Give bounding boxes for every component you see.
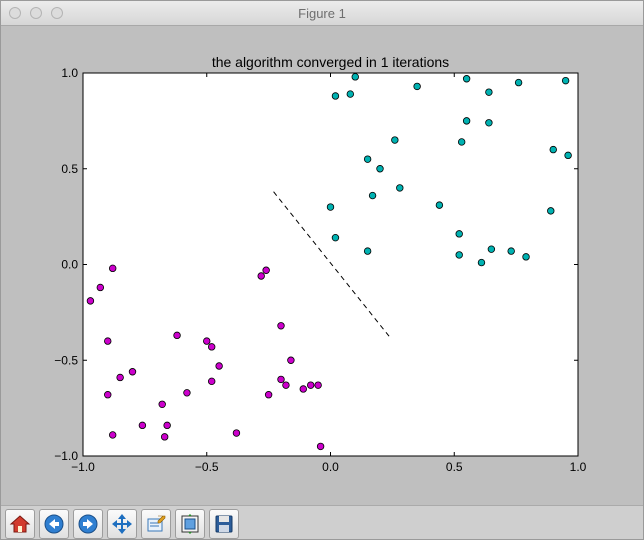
back-button[interactable] <box>39 509 69 539</box>
window-title: Figure 1 <box>298 6 346 21</box>
scatter-point-cluster-1 <box>86 297 95 305</box>
scatter-point-cluster-1 <box>163 421 171 430</box>
scatter-point-cluster-2 <box>413 82 421 91</box>
scatter-point-cluster-2 <box>522 253 530 261</box>
scatter-point-cluster-2 <box>485 119 493 127</box>
scatter-point-cluster-1 <box>264 391 273 399</box>
scatter-point-cluster-2 <box>455 230 463 238</box>
scatter-point-cluster-2 <box>351 73 359 81</box>
scatter-point-cluster-2 <box>455 251 463 259</box>
scatter-point-cluster-1 <box>160 433 169 441</box>
zoom-button[interactable] <box>141 509 171 539</box>
title-bar[interactable]: Figure 1 <box>1 1 643 26</box>
scatter-point-cluster-1 <box>287 356 295 364</box>
scatter-point-cluster-2 <box>477 258 486 267</box>
x-tick-label: 0.5 <box>446 460 463 474</box>
scatter-point-cluster-2 <box>485 88 493 96</box>
y-tick-label: 0.5 <box>61 162 78 176</box>
scatter-point-cluster-2 <box>507 247 515 255</box>
scatter-point-cluster-1 <box>277 375 285 384</box>
scatter-point-cluster-2 <box>561 76 570 85</box>
subplots-button[interactable] <box>175 509 205 539</box>
zoom-icon <box>147 515 166 532</box>
scatter-point-cluster-1 <box>128 368 137 376</box>
navigation-toolbar <box>1 505 643 539</box>
scatter-point-cluster-1 <box>183 389 191 397</box>
x-tick-label: −0.5 <box>195 460 219 474</box>
scatter-point-cluster-1 <box>207 343 216 351</box>
x-tick-label: −1.0 <box>71 460 95 474</box>
scatter-point-cluster-2 <box>396 184 404 192</box>
scatter-point-cluster-2 <box>462 75 471 83</box>
y-tick-label: −1.0 <box>54 449 78 463</box>
scatter-point-cluster-2 <box>368 191 377 200</box>
scatter-point-cluster-2 <box>363 247 372 255</box>
scatter-point-cluster-1 <box>173 331 181 340</box>
scatter-point-cluster-1 <box>282 381 290 389</box>
scatter-point-cluster-1 <box>277 322 285 330</box>
save-button[interactable] <box>209 509 239 539</box>
scatter-point-cluster-2 <box>391 136 399 144</box>
scatter-point-cluster-1 <box>203 337 211 345</box>
scatter-chart: the algorithm converged in 1 iterations … <box>54 54 587 474</box>
scatter-point-cluster-1 <box>108 264 117 273</box>
scatter-point-cluster-1 <box>138 421 147 430</box>
pan-icon <box>112 514 132 534</box>
scatter-point-cluster-1 <box>299 385 307 393</box>
scatter-point-cluster-2 <box>514 78 523 87</box>
scatter-point-cluster-1 <box>316 442 325 451</box>
pan-button[interactable] <box>107 509 137 539</box>
scatter-point-cluster-2 <box>462 117 471 125</box>
decision-boundary-line <box>273 191 391 338</box>
scatter-point-cluster-1 <box>108 431 117 439</box>
scatter-point-cluster-1 <box>215 362 223 370</box>
scatter-point-cluster-1 <box>314 381 322 389</box>
scatter-point-cluster-1 <box>262 266 270 274</box>
scatter-point-cluster-2 <box>331 92 340 100</box>
home-button[interactable] <box>5 509 35 539</box>
scatter-point-cluster-1 <box>116 373 124 382</box>
scatter-point-cluster-2 <box>547 207 555 215</box>
subplots-icon <box>181 514 199 534</box>
save-icon <box>215 515 233 533</box>
scatter-point-cluster-2 <box>376 165 384 173</box>
scatter-point-cluster-1 <box>232 429 241 437</box>
y-tick-label: −0.5 <box>54 353 78 367</box>
scatter-point-cluster-2 <box>331 233 340 242</box>
scatter-point-cluster-2 <box>363 155 372 163</box>
scatter-point-cluster-2 <box>549 145 557 154</box>
scatter-point-cluster-2 <box>346 90 354 98</box>
zoom-window-button[interactable] <box>51 7 63 19</box>
scatter-point-cluster-2 <box>326 203 335 211</box>
minimize-window-button[interactable] <box>30 7 42 19</box>
back-arrow-icon <box>44 514 64 534</box>
y-tick-label: 0.0 <box>61 258 78 272</box>
figure-canvas: the algorithm converged in 1 iterations … <box>2 26 643 505</box>
scatter-point-cluster-1 <box>104 337 112 345</box>
close-window-button[interactable] <box>9 7 21 19</box>
chart-title: the algorithm converged in 1 iterations <box>212 54 449 70</box>
scatter-point-cluster-2 <box>487 245 496 253</box>
home-icon <box>9 515 31 533</box>
x-tick-label: 0.0 <box>322 460 339 474</box>
scatter-point-cluster-2 <box>564 151 572 160</box>
scatter-point-cluster-1 <box>207 377 216 386</box>
plot-area <box>82 72 579 457</box>
scatter-point-cluster-1 <box>104 391 112 399</box>
forward-button[interactable] <box>73 509 103 539</box>
x-tick-label: 1.0 <box>570 460 587 474</box>
scatter-point-cluster-1 <box>307 381 315 389</box>
scatter-point-cluster-1 <box>257 272 265 280</box>
scatter-point-cluster-2 <box>435 201 444 209</box>
forward-arrow-icon <box>78 514 98 534</box>
scatter-point-cluster-1 <box>96 283 105 292</box>
y-tick-label: 1.0 <box>61 66 78 80</box>
scatter-point-cluster-1 <box>158 400 166 408</box>
scatter-point-cluster-2 <box>457 138 466 146</box>
